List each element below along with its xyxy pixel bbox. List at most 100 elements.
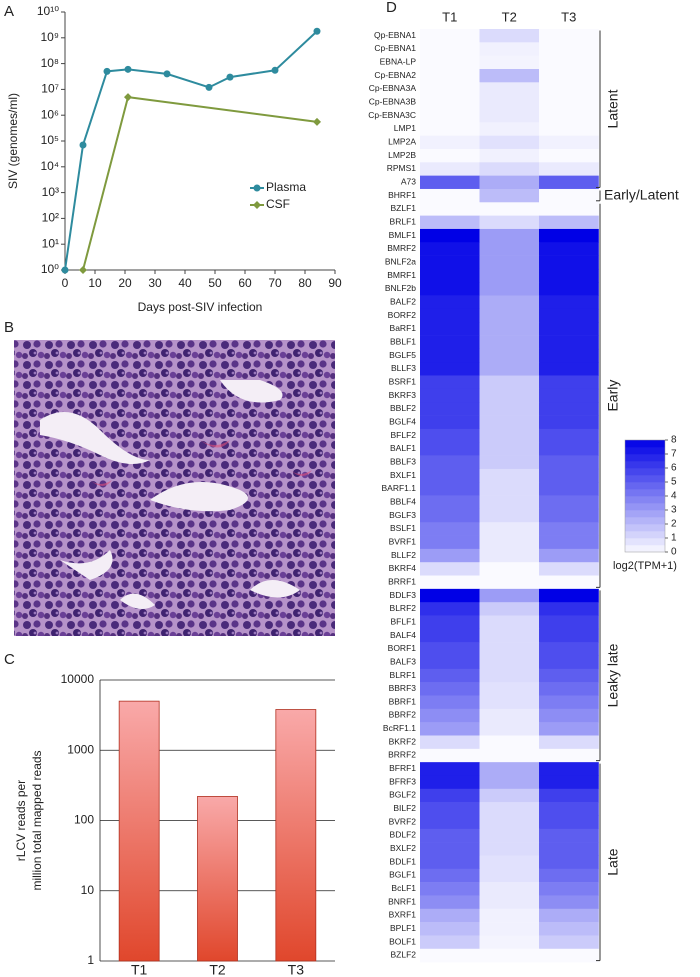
- y-tick-label: 1: [87, 953, 94, 967]
- gene-label: BFLF1: [390, 616, 416, 626]
- heat-cell: [539, 268, 599, 283]
- gene-label: BGLF2: [389, 790, 416, 800]
- heat-cell: [539, 108, 599, 123]
- heat-cell: [479, 775, 540, 790]
- heat-cell: [539, 588, 599, 603]
- gene-label: BALF3: [390, 656, 416, 666]
- heat-cell: [479, 415, 540, 430]
- gene-label: BXRF1: [389, 910, 417, 920]
- heat-cell: [539, 402, 599, 416]
- point: [124, 65, 132, 73]
- column-label: T2: [502, 9, 517, 24]
- x-tick-label: 50: [208, 276, 222, 290]
- heat-cell: [479, 455, 540, 470]
- heat-cell: [539, 228, 599, 243]
- heat-cell: [420, 295, 480, 310]
- y-tick-label: 10⁷: [41, 82, 59, 96]
- gene-label: BBRF1: [389, 696, 417, 706]
- heat-cell: [539, 855, 599, 870]
- heat-cell: [420, 908, 480, 923]
- heat-cell: [539, 895, 599, 910]
- heat-cell: [420, 748, 480, 763]
- gene-label: BKRF4: [389, 563, 417, 573]
- gene-label: BSLF1: [390, 523, 416, 533]
- heat-cell: [420, 362, 480, 376]
- x-tick-label: 90: [328, 276, 342, 290]
- colorbar-tick-label: 5: [671, 477, 677, 488]
- y-axis-label: SIV (genomes/ml): [6, 93, 20, 189]
- heat-cell: [479, 148, 540, 163]
- column-label: T3: [561, 9, 576, 24]
- gene-label: BLRF1: [390, 670, 417, 680]
- point: [163, 70, 171, 78]
- heat-cell: [539, 55, 599, 70]
- heat-cell: [539, 748, 599, 763]
- heat-cell: [539, 922, 599, 936]
- y-axis-label: million total mapped reads: [30, 750, 44, 890]
- heat-cell: [420, 762, 480, 776]
- heat-cell: [539, 682, 599, 696]
- y-tick-label: 10000: [61, 672, 95, 686]
- heat-cell: [420, 788, 480, 803]
- heat-cell: [479, 388, 540, 403]
- heat-cell: [420, 55, 480, 70]
- gene-label: BKRF2: [389, 736, 417, 746]
- heat-cell: [539, 655, 599, 670]
- point: [313, 117, 321, 126]
- x-tick-label: T2: [209, 962, 226, 977]
- heat-cell: [539, 362, 599, 376]
- heat-cell: [420, 802, 480, 816]
- heat-cell: [479, 562, 540, 576]
- heat-cell: [479, 202, 540, 216]
- gene-label: BORF2: [388, 310, 417, 320]
- gene-label: Cp-EBNA1: [374, 43, 416, 53]
- heat-cell: [479, 135, 540, 150]
- gene-label: BLLF3: [391, 363, 416, 373]
- colorbar-tick-label: 1: [671, 533, 677, 544]
- heat-cell: [479, 842, 540, 856]
- gene-label: BILF2: [393, 803, 416, 813]
- heat-cell: [420, 482, 480, 496]
- heat-cell: [539, 29, 599, 43]
- heat-cell: [420, 535, 480, 550]
- heat-cell: [539, 868, 599, 883]
- heat-cell: [420, 388, 480, 403]
- heat-cell: [479, 535, 540, 550]
- point: [79, 266, 87, 274]
- heat-cell: [420, 495, 480, 510]
- colorbar-segment: [625, 489, 665, 497]
- heat-cell: [539, 148, 599, 163]
- heat-cell: [539, 82, 599, 96]
- heat-cell: [539, 322, 599, 336]
- heat-cell: [479, 615, 540, 630]
- heat-cell: [479, 788, 540, 803]
- heat-cell: [539, 548, 599, 563]
- heat-cell: [420, 842, 480, 856]
- heat-cell: [479, 762, 540, 776]
- gene-label: BNRF1: [388, 896, 416, 906]
- y-tick-label: 10⁹: [41, 30, 60, 44]
- heat-cell: [539, 308, 599, 323]
- heat-cell: [420, 575, 480, 590]
- heat-cell: [420, 855, 480, 870]
- heat-cell: [420, 628, 480, 643]
- heat-cell: [420, 868, 480, 883]
- heat-cell: [479, 855, 540, 870]
- heat-cell: [539, 135, 599, 150]
- heat-cell: [479, 868, 540, 883]
- heat-cell: [479, 575, 540, 590]
- heat-cell: [420, 322, 480, 336]
- heat-cell: [420, 882, 480, 896]
- series-line: [64, 30, 318, 271]
- heat-cell: [479, 308, 540, 323]
- heat-cell: [420, 242, 480, 256]
- heat-cell: [539, 282, 599, 296]
- heat-cell: [539, 602, 599, 616]
- gene-label: BGLF5: [389, 350, 416, 360]
- heat-cell: [479, 722, 540, 736]
- panel-letter: B: [4, 319, 14, 336]
- gene-label: BRRF1: [388, 576, 416, 586]
- gene-label: LMP2B: [388, 150, 416, 160]
- heat-cell: [539, 122, 599, 136]
- heat-cell: [539, 908, 599, 923]
